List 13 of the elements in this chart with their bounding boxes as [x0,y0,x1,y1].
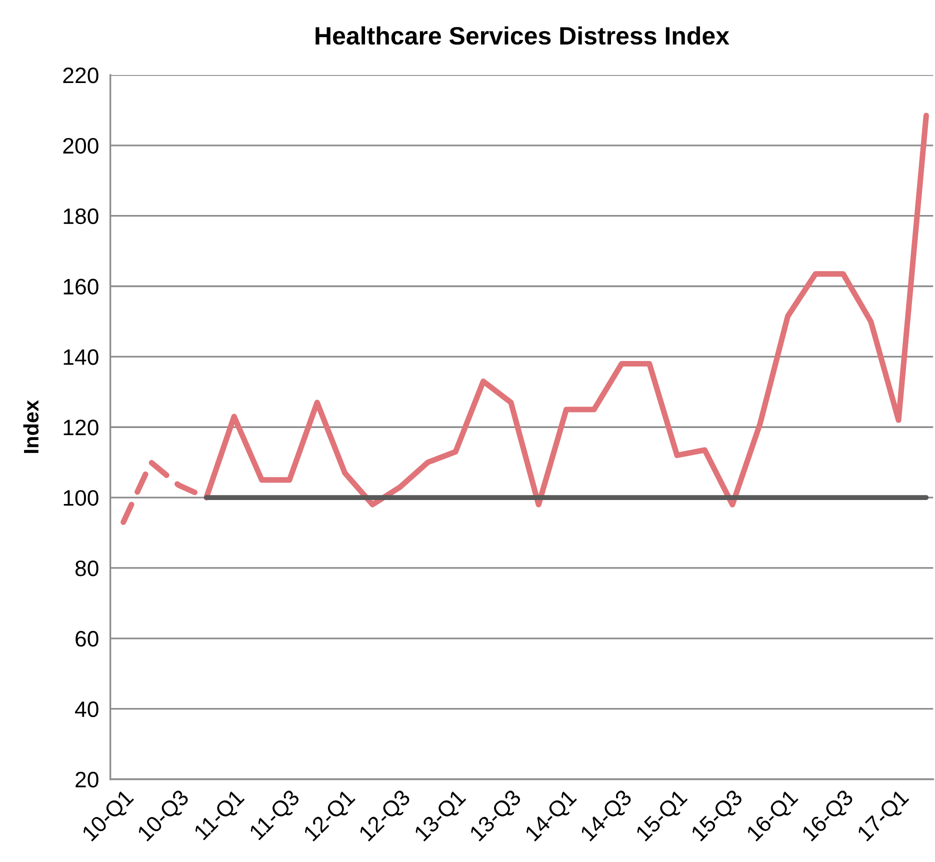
chart-title: Healthcare Services Distress Index [316,26,730,45]
y-tick-label: 180 [64,208,98,224]
y-tick-label: 220 [63,68,98,84]
y-tick-label: 80 [75,560,98,576]
y-tick-label: 140 [64,349,98,365]
y-tick-label: 20 [76,772,98,788]
y-axis-title: Index [23,400,39,453]
y-tick-label: 60 [76,630,98,647]
y-tick-label: 160 [64,278,98,295]
y-tick-label: 40 [75,701,98,718]
y-tick-label: 200 [63,138,98,154]
y-tick-label: 100 [64,490,98,506]
y-tick-label: 120 [64,420,98,436]
